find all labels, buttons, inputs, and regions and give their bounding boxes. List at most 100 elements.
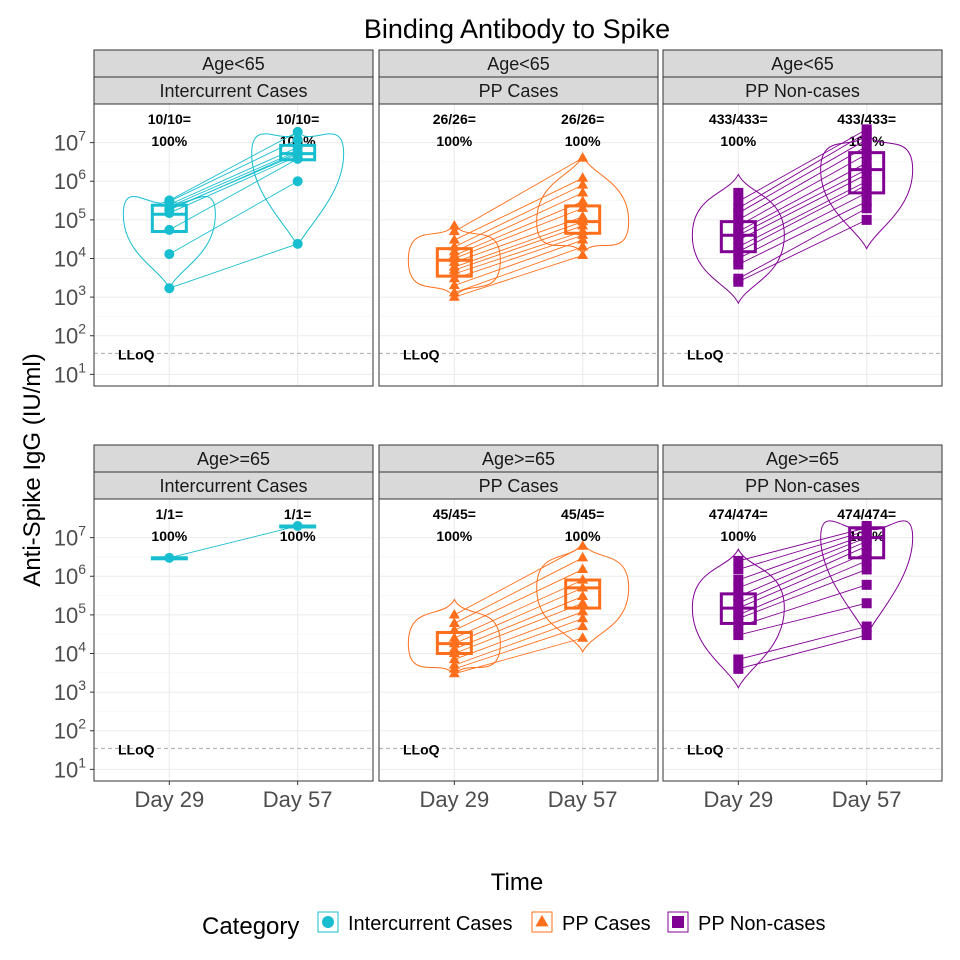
- data-point: [861, 187, 872, 198]
- y-tick-label: 103: [54, 677, 86, 705]
- legend: Category Intercurrent Cases PP Cases PP No…: [202, 911, 825, 940]
- data-points: [164, 126, 303, 294]
- data-point: [448, 643, 460, 653]
- y-tick-label: 104: [54, 243, 86, 271]
- response-rate-label: 433/433=: [837, 111, 896, 127]
- subject-line: [454, 626, 583, 670]
- legend-item: PP Non-cases: [667, 911, 825, 935]
- subject-line: [169, 180, 298, 255]
- panel-border: [378, 498, 659, 782]
- subject-line: [738, 537, 867, 589]
- y-tick-exponent: 1: [78, 754, 86, 770]
- subject-line: [169, 147, 298, 205]
- subject-line: [454, 602, 583, 654]
- y-tick-label: 102: [54, 716, 86, 744]
- strip-category-label: Intercurrent Cases: [159, 81, 307, 101]
- subject-lines: [169, 525, 298, 559]
- strip-category-label: PP Non-cases: [745, 81, 860, 101]
- y-tick-base: 10: [54, 324, 78, 349]
- data-point: [448, 219, 460, 230]
- legend-item: Intercurrent Cases: [317, 911, 513, 935]
- x-tick-label: Day 29: [703, 787, 773, 812]
- facet-panel: Age>=65 Intercurrent Cases LLoQ 1/1= 100% 1/1…: [93, 444, 374, 812]
- x-tick-label: Day 57: [263, 787, 333, 812]
- data-point: [577, 240, 589, 251]
- data-point: [861, 598, 872, 609]
- response-rate-label: 45/45=: [561, 506, 604, 522]
- y-tick-label: 105: [54, 600, 86, 628]
- data-point: [577, 590, 589, 601]
- data-point: [577, 551, 589, 562]
- subject-line: [169, 152, 298, 211]
- data-point: [292, 238, 303, 249]
- response-rate-percent: 100%: [151, 528, 187, 544]
- subject-line: [454, 221, 583, 268]
- response-rate-percent: 100%: [151, 133, 187, 149]
- subject-line: [738, 540, 867, 597]
- panel-border: [662, 498, 943, 782]
- chart-title: Binding Antibody to Spike: [364, 14, 670, 44]
- subject-line: [738, 569, 867, 620]
- data-point: [164, 552, 175, 563]
- data-point: [448, 234, 460, 244]
- data-point: [448, 653, 460, 664]
- data-point: [577, 574, 589, 584]
- data-point: [448, 608, 460, 619]
- y-tick-label: 101: [54, 359, 86, 387]
- subject-line: [738, 184, 867, 253]
- subject-line: [169, 243, 298, 289]
- x-tick-label: Day 57: [548, 787, 618, 812]
- subject-line: [454, 557, 583, 624]
- y-tick-base: 10: [54, 285, 78, 310]
- y-tick-label: 103: [54, 282, 86, 310]
- legend-symbol: [322, 916, 334, 928]
- data-point: [733, 555, 744, 566]
- y-tick-base: 10: [54, 208, 78, 233]
- legend-symbol: [535, 914, 549, 927]
- strip-category-label: PP Cases: [479, 81, 559, 101]
- subject-line: [738, 545, 867, 604]
- subject-line: [454, 637, 583, 675]
- strip-age-label: Age<65: [487, 54, 550, 74]
- data-point: [733, 273, 744, 284]
- subject-line: [454, 596, 583, 650]
- legend-label: PP Cases: [562, 913, 651, 935]
- y-tick-exponent: 5: [78, 205, 86, 221]
- y-tick-base: 10: [54, 757, 78, 782]
- grid-lines: [663, 499, 942, 781]
- data-point: [861, 203, 872, 214]
- subject-line: [169, 150, 298, 208]
- response-rate-percent: 100%: [436, 133, 472, 149]
- response-rate-label: 45/45=: [433, 506, 476, 522]
- subject-line: [454, 239, 583, 286]
- data-point: [292, 134, 303, 145]
- subject-line: [738, 132, 867, 209]
- subject-line: [738, 129, 867, 202]
- data-point: [448, 279, 460, 290]
- data-point: [861, 555, 872, 566]
- subject-line: [738, 169, 867, 236]
- subject-line: [454, 207, 583, 259]
- data-point: [448, 261, 460, 271]
- x-tick-label: Day 29: [419, 787, 489, 812]
- response-rate-label: 474/474=: [837, 506, 896, 522]
- subject-line: [738, 174, 867, 241]
- strip-age-label: Age>=65: [766, 449, 839, 469]
- y-tick-label: 104: [54, 638, 86, 666]
- data-point: [733, 203, 744, 214]
- subject-line: [454, 579, 583, 639]
- subject-line: [454, 216, 583, 263]
- data-points: [448, 152, 589, 301]
- data-point: [164, 205, 175, 216]
- y-tick-label: 106: [54, 166, 86, 194]
- y-tick-label: 107: [54, 523, 86, 551]
- data-point: [448, 286, 460, 297]
- data-point: [164, 283, 175, 294]
- response-rate-percent: 100%: [280, 528, 316, 544]
- strip-category-box: [378, 76, 659, 105]
- subject-line: [738, 153, 867, 227]
- facet-panel: Age<65 Intercurrent Cases LLoQ 10/10= 100% 10…: [93, 49, 374, 387]
- legend-symbol: [672, 916, 684, 928]
- y-tick-base: 10: [54, 526, 78, 551]
- panel-border: [93, 103, 374, 387]
